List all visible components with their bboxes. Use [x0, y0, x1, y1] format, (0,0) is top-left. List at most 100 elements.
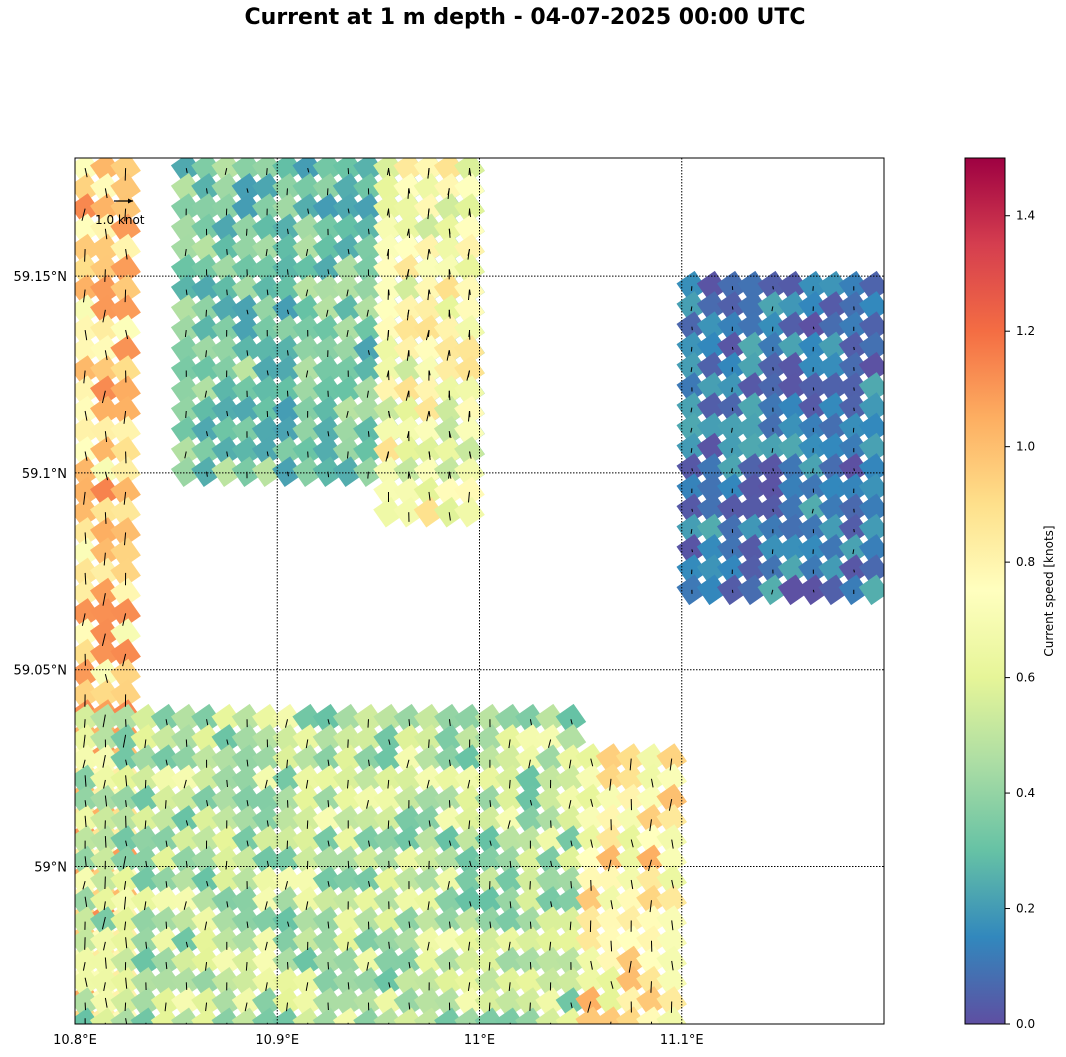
speed-cell	[353, 926, 384, 958]
speed-cell	[252, 805, 283, 836]
velocity-arrow	[731, 387, 733, 393]
speed-cell	[737, 331, 768, 363]
speed-cell	[535, 724, 566, 755]
speed-cell	[454, 335, 485, 366]
speed-cell	[75, 314, 101, 346]
speed-cell	[818, 432, 849, 464]
speed-cell	[777, 534, 809, 565]
speed-cell	[90, 314, 121, 346]
speed-cell	[777, 291, 809, 322]
speed-cell	[353, 395, 384, 427]
speed-cell	[413, 476, 445, 508]
velocity-arrow	[366, 961, 369, 971]
velocity-arrow	[448, 759, 451, 767]
speed-cell	[413, 254, 445, 285]
speed-cell	[757, 291, 789, 322]
speed-cell	[818, 270, 849, 302]
speed-cell	[231, 355, 263, 386]
speed-cell	[75, 598, 101, 629]
velocity-arrow	[226, 289, 228, 296]
speed-cell	[332, 193, 364, 224]
velocity-arrow	[101, 390, 106, 404]
speed-cell	[75, 294, 101, 326]
velocity-arrow	[570, 840, 573, 847]
speed-cell	[171, 724, 202, 755]
speed-cell	[656, 844, 687, 876]
speed-cell	[332, 805, 364, 836]
speed-cell	[110, 254, 141, 285]
speed-cell	[130, 865, 162, 897]
speed-cell	[211, 926, 243, 958]
speed-cell	[110, 577, 141, 609]
speed-cell	[555, 845, 587, 877]
velocity-arrow	[508, 982, 511, 991]
velocity-arrow	[408, 719, 411, 727]
speed-cell	[90, 496, 121, 528]
velocity-arrow	[609, 778, 612, 791]
speed-cell	[636, 905, 667, 936]
speed-cell	[251, 355, 283, 386]
speed-cell	[251, 335, 283, 366]
speed-cell	[454, 926, 485, 958]
speed-cell	[171, 906, 202, 937]
velocity-arrow	[772, 488, 774, 492]
speed-cell	[272, 314, 303, 346]
speed-cell	[75, 456, 101, 487]
velocity-arrow	[286, 269, 289, 275]
speed-cell	[191, 825, 222, 856]
velocity-arrow	[206, 881, 209, 887]
velocity-arrow	[164, 1002, 167, 1012]
velocity-arrow	[811, 468, 814, 474]
speed-cell	[191, 355, 222, 386]
speed-cell	[272, 375, 303, 407]
speed-cell	[312, 967, 344, 998]
speed-cell	[595, 884, 627, 916]
speed-cell	[191, 845, 222, 877]
speed-cell	[535, 987, 566, 1018]
velocity-arrow	[205, 431, 208, 437]
velocity-arrow	[731, 306, 734, 310]
speed-cell	[110, 618, 141, 649]
speed-cell	[515, 906, 546, 937]
speed-cell	[757, 473, 789, 504]
speed-cell	[231, 173, 263, 204]
speed-cell	[737, 432, 768, 464]
speed-cell	[818, 453, 849, 484]
speed-cell	[413, 724, 445, 755]
speed-cell	[110, 173, 141, 204]
velocity-arrow	[731, 346, 734, 350]
speed-cell	[818, 392, 849, 423]
speed-cell	[75, 537, 101, 568]
velocity-arrow	[185, 410, 187, 418]
speed-cell	[332, 825, 364, 856]
speed-cell	[515, 926, 546, 958]
velocity-arrow	[771, 589, 774, 595]
speed-cell	[696, 291, 728, 322]
speed-cell	[777, 513, 809, 545]
speed-cell	[434, 805, 465, 836]
speed-cell	[75, 557, 101, 589]
speed-cell	[818, 473, 849, 504]
colorbar: 0.0 0.2 0.4 0.6 0.8 1.0 1.2 1.4 Current speed […	[964, 157, 1056, 1031]
velocity-arrow	[550, 901, 553, 908]
speed-cell	[696, 534, 728, 565]
speed-cell	[818, 311, 849, 342]
speed-cell	[252, 744, 283, 775]
velocity-arrow	[84, 896, 88, 907]
speed-cell	[75, 784, 101, 816]
speed-cell	[393, 845, 425, 877]
velocity-arrow	[407, 188, 410, 199]
velocity-arrow	[123, 896, 127, 910]
speed-cell	[170, 395, 202, 427]
speed-cell	[434, 906, 465, 937]
speed-cell	[75, 658, 101, 690]
speed-cell	[373, 703, 404, 735]
speed-cell	[737, 270, 768, 302]
speed-cell	[272, 355, 303, 386]
velocity-arrow	[124, 921, 127, 931]
velocity-arrow	[428, 739, 430, 748]
speed-cell	[272, 254, 303, 285]
speed-cell	[393, 825, 425, 856]
speed-cell	[818, 493, 849, 525]
speed-cell	[272, 724, 303, 755]
